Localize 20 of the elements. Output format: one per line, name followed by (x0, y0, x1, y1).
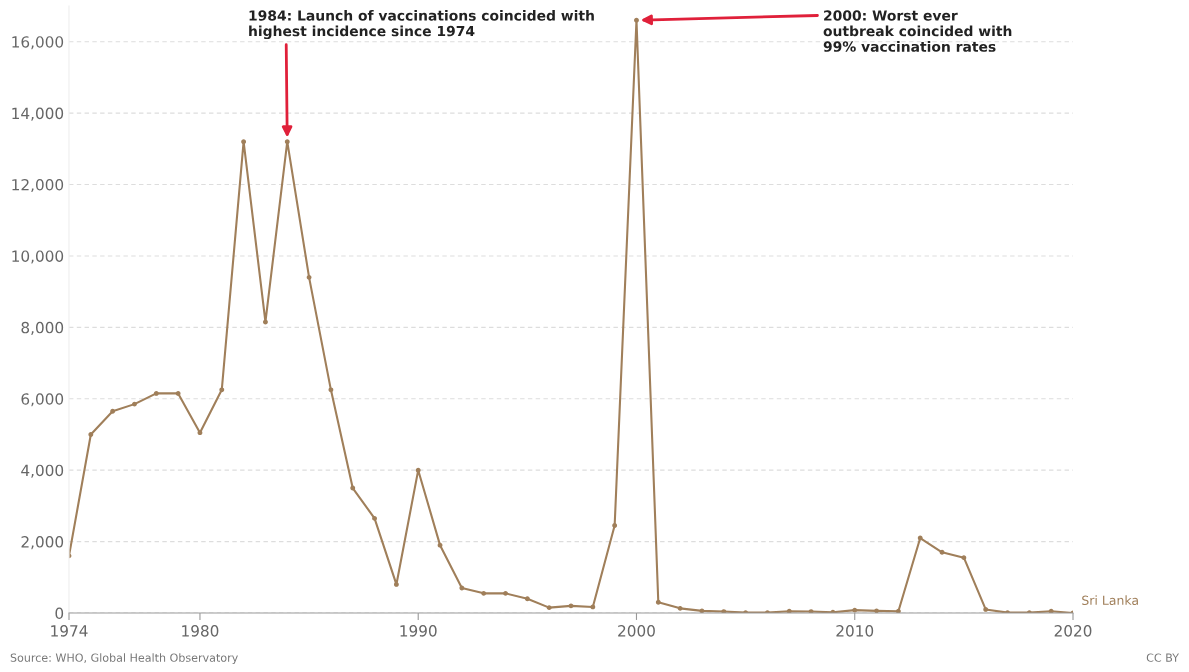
annotation: 2000: Worst ever outbreak coincided with 99% vaccination rates (823, 10, 1012, 52)
series-label: Sri Lanka (1082, 595, 1138, 606)
y-tick-label: 0 (55, 607, 64, 620)
x-tick-label: 1990 (400, 625, 437, 637)
y-tick-label: 8,000 (21, 321, 64, 335)
y-tick-label: 16,000 (12, 36, 64, 50)
x-tick-label: 1974 (51, 625, 88, 637)
y-tick-label: 12,000 (12, 178, 64, 193)
y-tick-label: 14,000 (12, 107, 64, 121)
x-tick-label: 2020 (1054, 625, 1092, 637)
x-tick-label: 2010 (836, 625, 874, 637)
source-note: Source: WHO, Global Health Observatory (10, 653, 238, 664)
x-tick-label: 1980 (182, 625, 219, 637)
y-tick-label: 6,000 (21, 393, 64, 407)
y-tick-label: 10,000 (12, 250, 64, 264)
y-tick-label: 2,000 (21, 536, 64, 550)
x-tick-label: 2000 (618, 625, 655, 637)
annotation: 1984: Launch of vaccinations coincided with highest incidence since 1974 (249, 10, 594, 40)
y-tick-label: 4,000 (21, 464, 64, 478)
text: CC BY (1146, 653, 1180, 662)
